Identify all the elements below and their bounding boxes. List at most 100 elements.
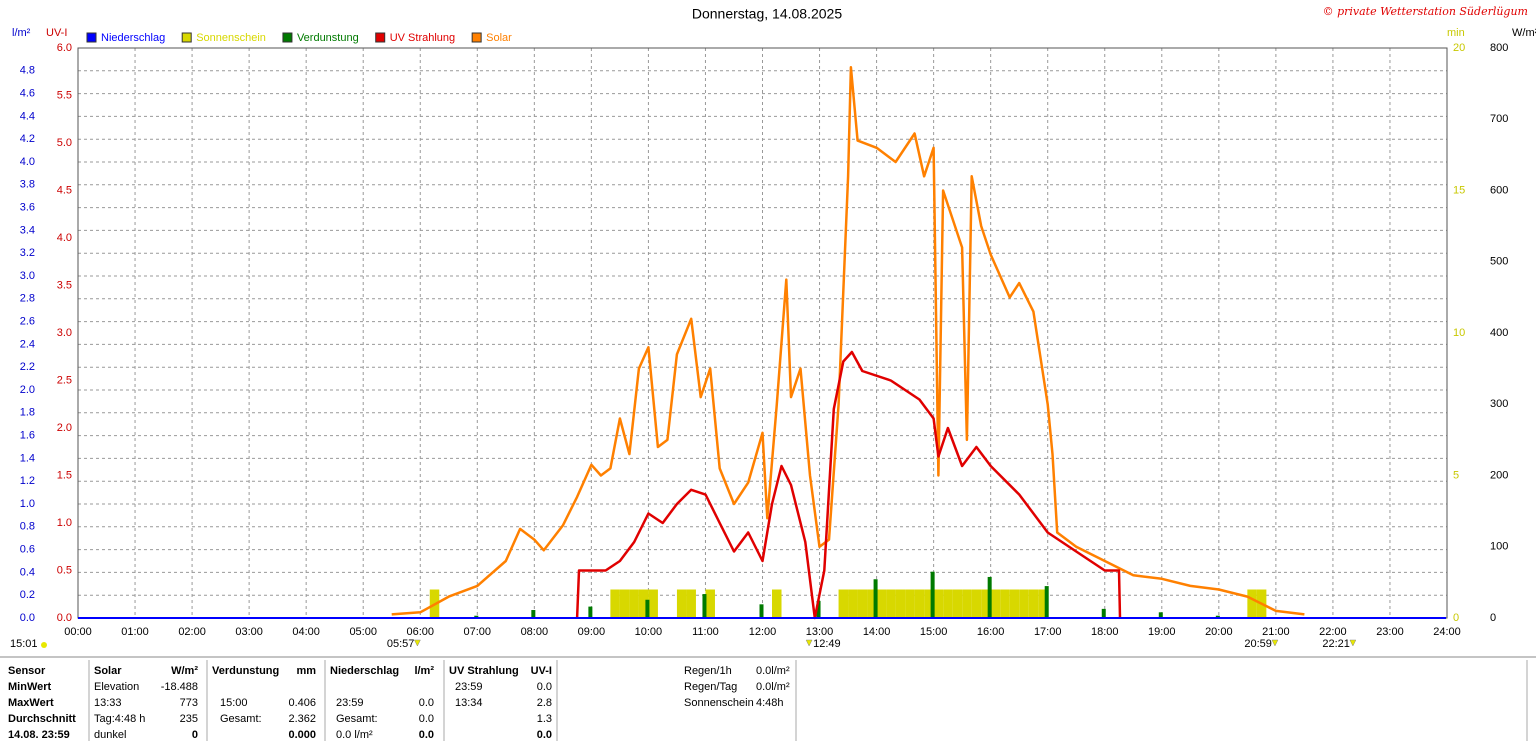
x-tick-label: 19:00 bbox=[1148, 626, 1176, 638]
stats-cell: dunkel bbox=[94, 729, 126, 741]
y-tick-label: 500 bbox=[1490, 256, 1508, 268]
axis-unit: l/m² bbox=[12, 27, 31, 39]
evaporation-bar bbox=[1215, 615, 1220, 618]
y-tick-label: 4.0 bbox=[20, 156, 35, 168]
stats-value: 2.8 bbox=[537, 697, 552, 709]
x-tick-label: 02:00 bbox=[178, 626, 206, 638]
sunshine-bar bbox=[962, 589, 972, 618]
sunshine-bar bbox=[924, 589, 934, 618]
y-tick-label: 0.2 bbox=[20, 589, 35, 601]
sunshine-bar bbox=[629, 589, 639, 618]
stats-extra-label: Regen/Tag bbox=[684, 681, 737, 693]
x-tick-label: 14:00 bbox=[863, 626, 891, 638]
y-tick-label: 2.5 bbox=[57, 374, 72, 386]
evaporation-bar bbox=[873, 579, 878, 618]
sunshine-bar bbox=[1009, 589, 1020, 618]
stats-cell: Tag:4:48 h bbox=[94, 713, 145, 725]
legend-label: Solar bbox=[486, 32, 512, 44]
y-tick-label: 400 bbox=[1490, 327, 1508, 339]
sunshine-bar bbox=[905, 589, 915, 618]
stats-header: UV Strahlung bbox=[449, 665, 519, 677]
y-tick-label: 1.0 bbox=[20, 498, 35, 510]
y-tick-label: 0 bbox=[1490, 612, 1496, 624]
evaporation-bar bbox=[1101, 608, 1106, 618]
stats-value: 0.0 bbox=[419, 697, 434, 709]
y-tick-label: 3.2 bbox=[20, 247, 35, 259]
stats-header: Verdunstung bbox=[212, 665, 279, 677]
y-tick-label: 2.0 bbox=[20, 384, 35, 396]
chart-title: Donnerstag, 14.08.2025 bbox=[692, 6, 842, 22]
x-tick-label: 07:00 bbox=[464, 626, 492, 638]
stats-extra-label: Sonnenschein bbox=[684, 697, 754, 709]
y-tick-label: 100 bbox=[1490, 541, 1508, 553]
legend-swatch bbox=[471, 32, 482, 43]
axis-unit: W/m² bbox=[1512, 27, 1536, 39]
y-tick-label: 4.0 bbox=[57, 232, 72, 244]
sunshine-bar bbox=[971, 589, 982, 618]
evaporation-bar bbox=[645, 599, 650, 618]
sunshine-bar bbox=[990, 589, 1001, 618]
y-tick-label: 4.8 bbox=[20, 65, 35, 77]
y-tick-label: 1.5 bbox=[57, 469, 72, 481]
y-tick-label: 2.4 bbox=[20, 338, 35, 350]
sunshine-bar bbox=[648, 589, 658, 618]
x-tick-label: 21:00 bbox=[1262, 626, 1290, 638]
evaporation-bar bbox=[930, 571, 935, 618]
stats-value: 1.3 bbox=[537, 713, 552, 725]
stats-row-label: MaxWert bbox=[8, 697, 54, 709]
y-tick-label: 800 bbox=[1490, 42, 1508, 54]
axis-unit: UV-I bbox=[46, 27, 67, 39]
stats-unit: W/m² bbox=[171, 665, 198, 677]
series-line bbox=[391, 65, 1305, 616]
legend-swatch bbox=[375, 32, 386, 43]
y-tick-label: 1.4 bbox=[20, 452, 35, 464]
time-label: 22:21 bbox=[1322, 638, 1350, 650]
sunshine-bar bbox=[638, 589, 649, 618]
stats-row-label: 14.08. 23:59 bbox=[8, 729, 70, 741]
stats-extra-value: 0.0l/m² bbox=[756, 665, 790, 677]
sunshine-bar bbox=[886, 589, 896, 618]
time-marker bbox=[805, 639, 813, 647]
y-tick-label: 1.8 bbox=[20, 407, 35, 419]
y-tick-label: 0.4 bbox=[20, 566, 35, 578]
stats-value: 0 bbox=[192, 729, 198, 741]
stats-value: 0.0 bbox=[419, 713, 434, 725]
stats-header: Sensor bbox=[8, 665, 46, 677]
sunshine-bar bbox=[676, 589, 687, 618]
sunshine-bar bbox=[1028, 589, 1039, 618]
stats-unit: UV-I bbox=[531, 665, 552, 677]
stats-cell: Gesamt: bbox=[220, 713, 262, 725]
stats-unit: l/m² bbox=[414, 665, 434, 677]
legend-label: Verdunstung bbox=[297, 32, 359, 44]
sunshine-bar bbox=[1247, 589, 1257, 618]
time-marker bbox=[413, 639, 421, 647]
x-tick-label: 04:00 bbox=[292, 626, 320, 638]
y-tick-label: 2.6 bbox=[20, 316, 35, 328]
legend-label: Niederschlag bbox=[101, 32, 165, 44]
sunshine-bar bbox=[933, 589, 944, 618]
stats-value: 2.362 bbox=[288, 713, 316, 725]
stats-value: 773 bbox=[180, 697, 198, 709]
x-tick-label: 13:00 bbox=[806, 626, 834, 638]
sunshine-bar bbox=[876, 589, 887, 618]
evaporation-bar bbox=[816, 600, 821, 618]
y-tick-label: 200 bbox=[1490, 469, 1508, 481]
legend-label: Sonnenschein bbox=[196, 32, 266, 44]
stats-unit: mm bbox=[296, 665, 316, 677]
stats-extra-label: Regen/1h bbox=[684, 665, 732, 677]
y-tick-label: 600 bbox=[1490, 184, 1508, 196]
sunshine-bar bbox=[772, 589, 782, 618]
sunshine-bar bbox=[981, 589, 991, 618]
y-tick-label: 6.0 bbox=[57, 42, 72, 54]
x-tick-label: 09:00 bbox=[578, 626, 606, 638]
x-tick-label: 23:00 bbox=[1376, 626, 1404, 638]
y-tick-label: 0.0 bbox=[20, 612, 35, 624]
stats-value: 0.0 bbox=[537, 729, 552, 741]
stats-value: 235 bbox=[180, 713, 198, 725]
y-tick-label: 4.6 bbox=[20, 88, 35, 100]
evaporation-bar bbox=[531, 610, 536, 618]
stats-value: -18.488 bbox=[161, 681, 198, 693]
time-label: 15:01 bbox=[10, 638, 38, 650]
stats-cell: 0.0 l/m² bbox=[336, 729, 373, 741]
